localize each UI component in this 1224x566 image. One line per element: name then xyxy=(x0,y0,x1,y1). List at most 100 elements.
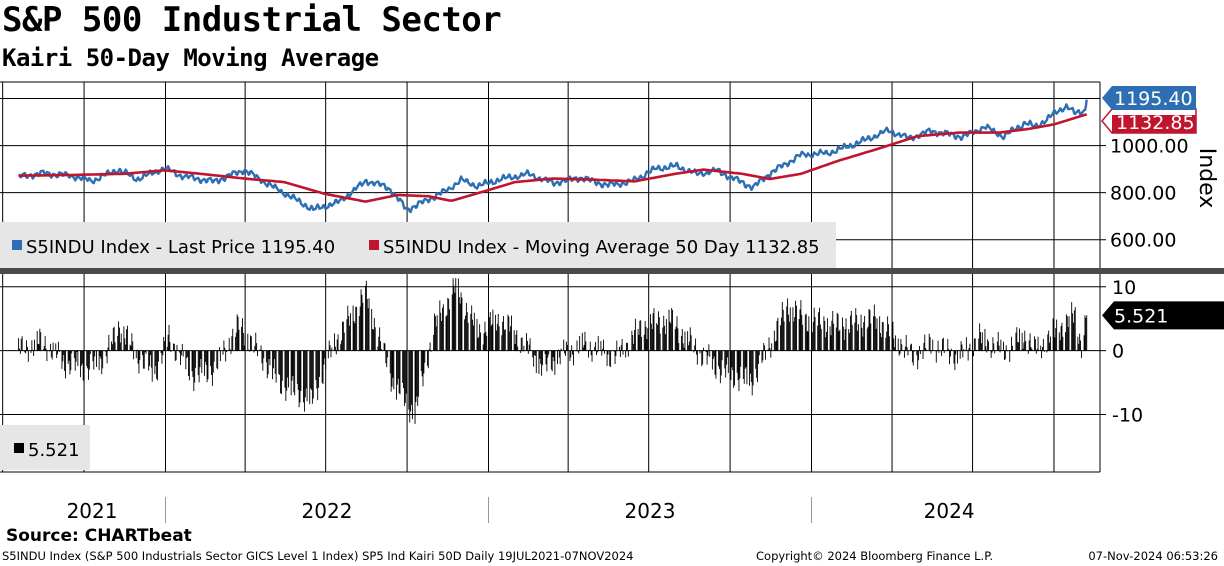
kairi-bar xyxy=(126,329,127,351)
kairi-bar xyxy=(1062,336,1064,351)
kairi-bar xyxy=(337,334,339,351)
kairi-bar xyxy=(627,350,629,357)
kairi-bar xyxy=(807,331,809,351)
kairi-bar xyxy=(938,350,940,353)
kairi-bar xyxy=(919,350,921,355)
kairi-bar xyxy=(211,350,212,375)
kairi-bar xyxy=(92,350,94,362)
kairi-bar xyxy=(508,316,510,351)
kairi-bar xyxy=(105,350,107,357)
kairi-bar xyxy=(944,350,946,352)
kairi-bar xyxy=(579,336,581,351)
kairi-bar xyxy=(625,350,627,358)
kairi-bar xyxy=(925,348,927,351)
kairi-bar xyxy=(589,341,591,351)
kairi-bar xyxy=(683,347,685,351)
kairi-bar xyxy=(111,341,112,351)
kairi-bar xyxy=(950,348,952,351)
kairi-bar xyxy=(1066,316,1068,351)
kairi-bar xyxy=(607,350,609,355)
x-tick-label: 2023 xyxy=(625,499,676,523)
kairi-bar xyxy=(888,336,890,351)
kairi-bar xyxy=(130,345,132,351)
kairi-bar xyxy=(956,350,958,351)
kairi-bar xyxy=(86,350,88,367)
kairi-bar xyxy=(839,329,841,351)
kairi-bar xyxy=(255,332,257,351)
kairi-bar xyxy=(953,350,955,364)
kairi-bar xyxy=(863,322,865,351)
kairi-bar xyxy=(242,332,244,351)
kairi-legend-label: 5.521 xyxy=(28,440,80,461)
kairi-bar xyxy=(62,350,64,362)
kairi-bar xyxy=(799,309,801,351)
kairi-bar xyxy=(869,310,871,351)
kairi-bar xyxy=(294,350,296,396)
kairi-bar xyxy=(715,350,717,379)
kairi-bar xyxy=(424,350,426,363)
kairi-bar xyxy=(166,346,168,351)
kairi-bar xyxy=(1054,337,1056,351)
kairi-bar xyxy=(445,316,447,351)
kairi-bar xyxy=(496,323,498,351)
legend-label-ma: S5INDU Index - Moving Average 50 Day 113… xyxy=(383,237,820,258)
kairi-bar xyxy=(639,320,641,351)
kairi-bar xyxy=(527,350,529,354)
kairi-bar xyxy=(409,350,411,423)
kairi-bar xyxy=(606,350,608,366)
kairi-bar xyxy=(757,350,758,383)
kairi-bar xyxy=(303,350,305,412)
kairi-bar xyxy=(880,332,881,351)
kairi-bar xyxy=(44,336,46,351)
kairi-bar xyxy=(708,344,710,351)
kairi-bar xyxy=(730,350,732,380)
kairi-bar xyxy=(601,350,603,356)
kairi-bar xyxy=(959,350,961,359)
kairi-bar xyxy=(793,321,795,351)
kairi-bar xyxy=(972,350,974,357)
kairi-bar xyxy=(1041,350,1043,359)
kairi-bar xyxy=(583,344,585,351)
kairi-bar xyxy=(1053,324,1055,351)
kairi-bar xyxy=(887,316,889,351)
kairi-bar xyxy=(643,334,645,351)
kairi-bar xyxy=(199,350,201,368)
kairi-bar xyxy=(626,342,628,351)
y-tick-label: 0 xyxy=(1112,341,1124,363)
kairi-bar xyxy=(1000,339,1002,351)
kairi-bar xyxy=(249,335,251,351)
kairi-bar xyxy=(962,350,964,358)
kairi-bar xyxy=(80,350,82,366)
kairi-bar xyxy=(273,350,275,360)
kairi-bar xyxy=(849,332,851,351)
kairi-bar xyxy=(932,339,934,351)
kairi-bar xyxy=(164,341,166,351)
kairi-bar xyxy=(725,350,727,378)
kairi-bar xyxy=(151,350,153,382)
kairi-bar xyxy=(806,330,808,351)
kairi-bar xyxy=(682,343,684,351)
kairi-bar xyxy=(1073,322,1074,351)
kairi-bar xyxy=(596,350,597,356)
kairi-bar xyxy=(746,350,748,385)
kairi-bar xyxy=(287,350,289,378)
kairi-bar xyxy=(42,349,44,351)
kairi-bar xyxy=(893,338,895,351)
kairi-bar xyxy=(371,308,373,351)
kairi-bar xyxy=(833,323,835,351)
kairi-bar xyxy=(1034,339,1036,351)
kairi-bar xyxy=(73,350,75,358)
kairi-bar xyxy=(262,350,264,371)
kairi-bar xyxy=(1046,350,1048,353)
kairi-bar xyxy=(124,338,126,351)
kairi-bar xyxy=(600,341,602,351)
kairi-bar xyxy=(696,350,697,355)
kairi-bar xyxy=(21,336,23,351)
kairi-bar xyxy=(1080,350,1082,359)
kairi-bar xyxy=(82,350,84,381)
kairi-bar xyxy=(113,326,115,351)
kairi-bar xyxy=(552,350,554,358)
kairi-bar xyxy=(387,350,389,358)
kairi-bar xyxy=(455,278,457,351)
kairi-bar xyxy=(173,343,174,351)
